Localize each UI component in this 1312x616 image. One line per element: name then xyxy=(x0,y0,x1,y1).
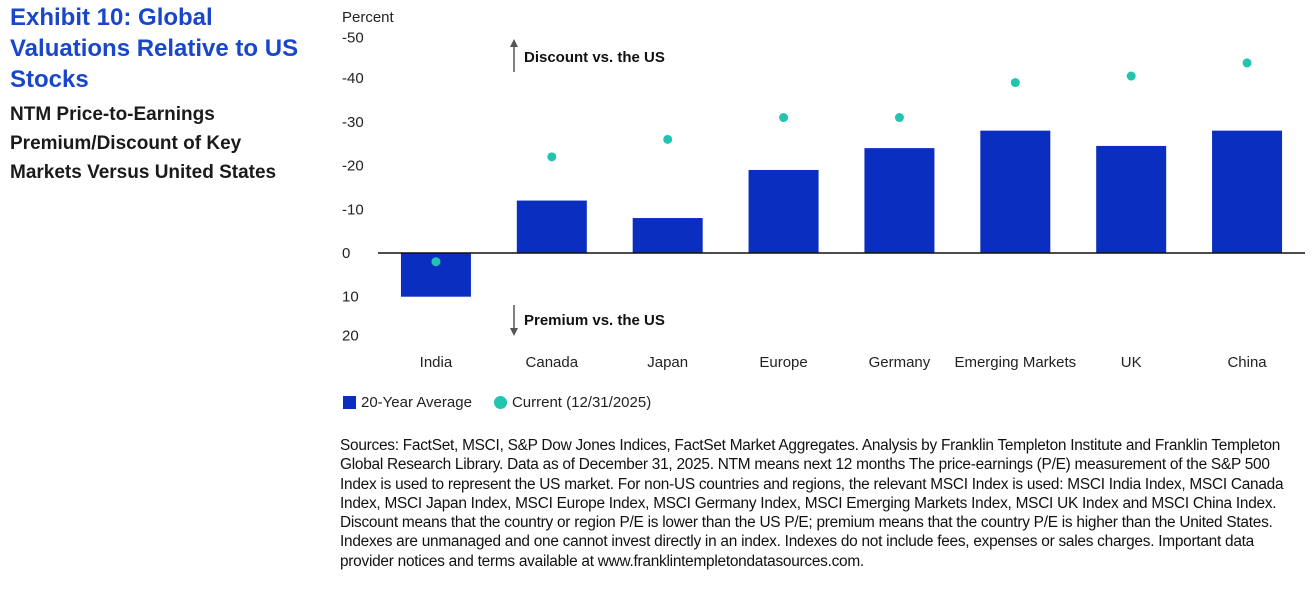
legend-bar-label: 20-Year Average xyxy=(361,394,472,411)
legend-bar-swatch xyxy=(343,396,356,409)
bar-japan xyxy=(632,218,703,253)
title-block: Exhibit 10: Global Valuations Relative t… xyxy=(10,2,310,187)
y-tick-label: -40 xyxy=(342,70,364,87)
exhibit-title: Exhibit 10: Global Valuations Relative t… xyxy=(10,4,299,93)
x-tick-label: China xyxy=(1227,354,1267,371)
premium-annotation: Premium vs. the US xyxy=(524,312,665,329)
y-ticks: -50 -40 -30 -20 -10 0 10 20 xyxy=(342,30,364,345)
dot-canada xyxy=(547,152,557,162)
dot-china xyxy=(1242,58,1252,68)
x-tick-label: UK xyxy=(1121,354,1142,371)
bar-germany xyxy=(864,148,935,253)
x-tick-label: Japan xyxy=(647,354,688,371)
y-axis-label: Percent xyxy=(342,9,395,26)
discount-annotation: Discount vs. the US xyxy=(524,49,665,66)
sources-note: Sources: FactSet, MSCI, S&P Dow Jones In… xyxy=(340,437,1284,570)
legend-dot-swatch xyxy=(493,396,507,409)
chart-subtitle: NTM Price-to-Earnings Premium/Discount o… xyxy=(10,104,277,183)
dot-japan xyxy=(663,134,673,144)
bar-uk xyxy=(1096,145,1167,253)
y-tick-label: -30 xyxy=(342,114,364,131)
annotations: Discount vs. the US Premium vs. the US xyxy=(510,39,665,336)
dot-europe xyxy=(779,113,789,123)
dot-germany xyxy=(894,113,904,123)
x-tick-label: Emerging Markets xyxy=(954,354,1076,371)
legend: 20-Year Average Current (12/31/2025) xyxy=(343,394,651,411)
x-ticks: India Canada Japan Europe Germany Emerging Ma… xyxy=(420,354,1268,371)
y-tick-label: 20 xyxy=(342,327,359,344)
bar-europe xyxy=(748,169,819,253)
arrow-up-icon xyxy=(510,39,518,47)
y-tick-label: 0 xyxy=(342,245,350,262)
dots xyxy=(431,58,1252,267)
bar-canada xyxy=(516,200,587,253)
x-tick-label: Europe xyxy=(759,354,807,371)
dot-india xyxy=(431,257,441,267)
y-tick-label: -20 xyxy=(342,158,364,175)
bar-emerging-markets xyxy=(980,130,1051,253)
dot-uk xyxy=(1126,71,1136,81)
legend-dot-label: Current (12/31/2025) xyxy=(511,394,652,411)
x-tick-label: Germany xyxy=(869,354,931,371)
bars xyxy=(400,130,1283,297)
dot-emerging-markets xyxy=(1010,78,1020,88)
x-tick-label: Canada xyxy=(526,354,579,371)
chart: Percent -50 -40 -30 -20 -10 0 10 20 India Canada… xyxy=(342,9,1305,371)
y-tick-label: -50 xyxy=(342,30,364,47)
y-tick-label: 10 xyxy=(342,289,359,306)
y-tick-label: -10 xyxy=(342,201,364,218)
bar-china xyxy=(1212,130,1283,253)
arrow-down-icon xyxy=(510,328,518,336)
x-tick-label: India xyxy=(420,354,453,371)
